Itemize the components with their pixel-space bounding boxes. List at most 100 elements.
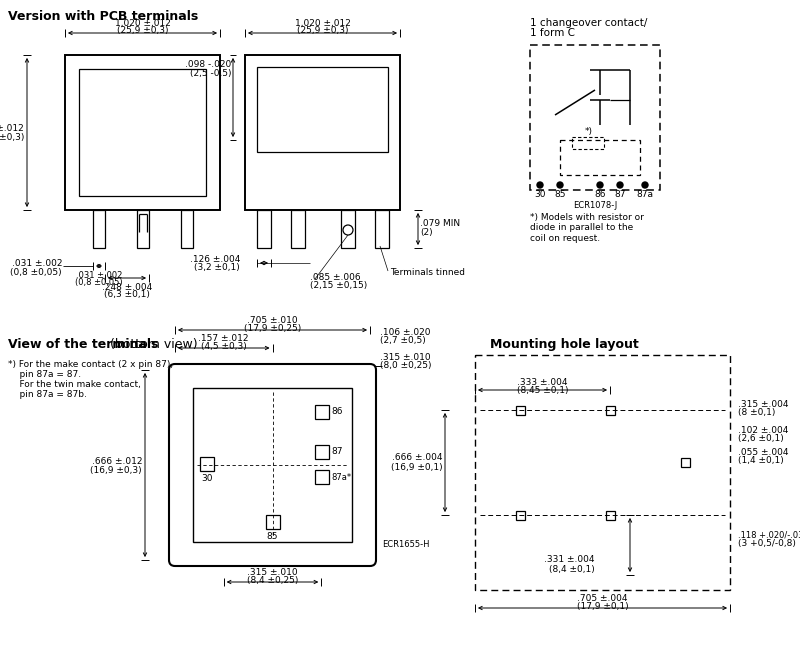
Text: .098 -.020: .098 -.020 bbox=[185, 60, 231, 69]
Text: (2): (2) bbox=[420, 228, 433, 238]
Bar bbox=[200, 457, 214, 471]
Bar bbox=[266, 515, 279, 529]
Bar bbox=[606, 510, 614, 519]
Bar bbox=[137, 210, 149, 248]
Text: pin 87a = 87b.: pin 87a = 87b. bbox=[8, 390, 87, 399]
Text: (2,6 ±0,1): (2,6 ±0,1) bbox=[738, 434, 784, 443]
Text: 1 changeover contact/: 1 changeover contact/ bbox=[530, 18, 647, 28]
Bar bbox=[475, 355, 730, 590]
Text: ECR1655-H: ECR1655-H bbox=[382, 540, 430, 549]
Bar bbox=[257, 210, 271, 248]
Text: .666 ±.012: .666 ±.012 bbox=[91, 457, 142, 465]
Text: 86: 86 bbox=[594, 190, 606, 199]
Bar bbox=[341, 210, 355, 248]
Text: (24,9 ±0,3): (24,9 ±0,3) bbox=[0, 133, 24, 142]
Text: .315 ±.004: .315 ±.004 bbox=[738, 400, 789, 409]
Text: (2,7 ±0,5): (2,7 ±0,5) bbox=[380, 336, 426, 345]
Text: .333 ±.004: .333 ±.004 bbox=[518, 378, 568, 387]
Text: .705 ±.004: .705 ±.004 bbox=[578, 594, 628, 603]
Text: Terminals tinned: Terminals tinned bbox=[390, 268, 465, 277]
Text: 1,020 ±,012: 1,020 ±,012 bbox=[294, 19, 350, 28]
Text: (3,2 ±0,1): (3,2 ±0,1) bbox=[194, 263, 240, 272]
Text: (8,0 ±0,25): (8,0 ±0,25) bbox=[380, 361, 431, 370]
Text: 1,020 ±,012: 1,020 ±,012 bbox=[114, 19, 170, 28]
Text: .705 ±.010: .705 ±.010 bbox=[247, 316, 298, 325]
Text: (3 +0,5/-0,8): (3 +0,5/-0,8) bbox=[738, 539, 796, 548]
Text: 86: 86 bbox=[331, 407, 342, 416]
Text: .315 ±.010: .315 ±.010 bbox=[380, 353, 430, 362]
Bar bbox=[193, 388, 352, 542]
Text: .331 ±.004: .331 ±.004 bbox=[545, 555, 595, 564]
Bar bbox=[315, 405, 329, 419]
Text: 85: 85 bbox=[266, 532, 278, 541]
Text: .085 ±.006: .085 ±.006 bbox=[310, 273, 361, 282]
Text: (2,5 -0,5): (2,5 -0,5) bbox=[190, 69, 231, 78]
Text: 87: 87 bbox=[614, 190, 626, 199]
Text: *) Models with resistor or
diode in parallel to the
coil on request.: *) Models with resistor or diode in para… bbox=[530, 213, 644, 243]
Text: .157 ±.012: .157 ±.012 bbox=[198, 334, 249, 343]
Text: pin 87a = 87.: pin 87a = 87. bbox=[8, 370, 81, 379]
Text: (8,4 ±0,25): (8,4 ±0,25) bbox=[247, 576, 298, 585]
Bar bbox=[65, 55, 220, 210]
Text: ECR1078-J: ECR1078-J bbox=[573, 201, 617, 210]
Text: .315 ±.010: .315 ±.010 bbox=[247, 568, 298, 577]
Text: .031 ±.002: .031 ±.002 bbox=[76, 271, 122, 280]
Text: (17,9 ±0,25): (17,9 ±0,25) bbox=[244, 324, 301, 333]
Circle shape bbox=[557, 182, 563, 188]
Text: (25,9 ±0,3): (25,9 ±0,3) bbox=[117, 26, 168, 35]
Bar bbox=[257, 67, 388, 152]
Text: 30: 30 bbox=[202, 474, 213, 483]
Text: (0,8 ±0,05): (0,8 ±0,05) bbox=[75, 278, 123, 287]
Text: View of the terminals: View of the terminals bbox=[8, 338, 158, 351]
Text: (bottom view): (bottom view) bbox=[106, 338, 198, 351]
Bar bbox=[530, 45, 660, 190]
Text: *): *) bbox=[585, 127, 593, 136]
Bar bbox=[291, 210, 305, 248]
Text: (6,3 ±0,1): (6,3 ±0,1) bbox=[104, 290, 150, 299]
Text: (4,5 ±0,3): (4,5 ±0,3) bbox=[201, 342, 246, 351]
Bar bbox=[560, 140, 640, 175]
Text: (16,9 ±0,3): (16,9 ±0,3) bbox=[90, 465, 142, 475]
Text: (0,8 ±0,05): (0,8 ±0,05) bbox=[10, 269, 62, 277]
Circle shape bbox=[617, 182, 623, 188]
Bar bbox=[375, 210, 389, 248]
Circle shape bbox=[642, 182, 648, 188]
Bar bbox=[245, 55, 400, 210]
Bar bbox=[681, 457, 690, 467]
Bar bbox=[515, 405, 525, 414]
Text: 87a: 87a bbox=[637, 190, 654, 199]
Bar bbox=[79, 69, 206, 196]
Text: 30: 30 bbox=[534, 190, 546, 199]
Bar bbox=[606, 405, 614, 414]
Circle shape bbox=[597, 182, 603, 188]
Text: .126 ±.004: .126 ±.004 bbox=[190, 255, 240, 264]
Bar bbox=[572, 137, 604, 149]
Text: .118 +.020/-.031: .118 +.020/-.031 bbox=[738, 530, 800, 539]
Text: (8 ±0,1): (8 ±0,1) bbox=[738, 408, 775, 417]
Text: .055 ±.004: .055 ±.004 bbox=[738, 448, 789, 457]
Text: (8,4 ±0,1): (8,4 ±0,1) bbox=[550, 565, 595, 574]
Text: Version with PCB terminals: Version with PCB terminals bbox=[8, 10, 198, 23]
Text: .248 ±.004: .248 ±.004 bbox=[102, 283, 152, 292]
Bar bbox=[515, 510, 525, 519]
Text: *) For the make contact (2 x pin 87),: *) For the make contact (2 x pin 87), bbox=[8, 360, 173, 369]
Text: .106 ±.020: .106 ±.020 bbox=[380, 328, 430, 337]
Text: .079 MIN: .079 MIN bbox=[420, 220, 460, 228]
Bar bbox=[315, 470, 329, 484]
Text: For the twin make contact,: For the twin make contact, bbox=[8, 380, 141, 389]
Text: 1 form C: 1 form C bbox=[530, 28, 575, 38]
Text: (17,9 ±0,1): (17,9 ±0,1) bbox=[577, 602, 628, 611]
Bar bbox=[93, 210, 105, 248]
Circle shape bbox=[537, 182, 543, 188]
Text: 87: 87 bbox=[331, 447, 342, 457]
Text: (8,45 ±0,1): (8,45 ±0,1) bbox=[517, 386, 568, 395]
Text: 87a*: 87a* bbox=[331, 473, 351, 482]
Text: (25,9 ±0,3): (25,9 ±0,3) bbox=[297, 26, 348, 35]
Text: .666 ±.004: .666 ±.004 bbox=[393, 453, 443, 462]
Text: .102 ±.004: .102 ±.004 bbox=[738, 426, 788, 435]
Bar bbox=[181, 210, 193, 248]
Text: Mounting hole layout: Mounting hole layout bbox=[490, 338, 638, 351]
Bar bbox=[315, 445, 329, 459]
Text: .031 ±.002: .031 ±.002 bbox=[11, 259, 62, 269]
Text: (2,15 ±0,15): (2,15 ±0,15) bbox=[310, 281, 367, 290]
